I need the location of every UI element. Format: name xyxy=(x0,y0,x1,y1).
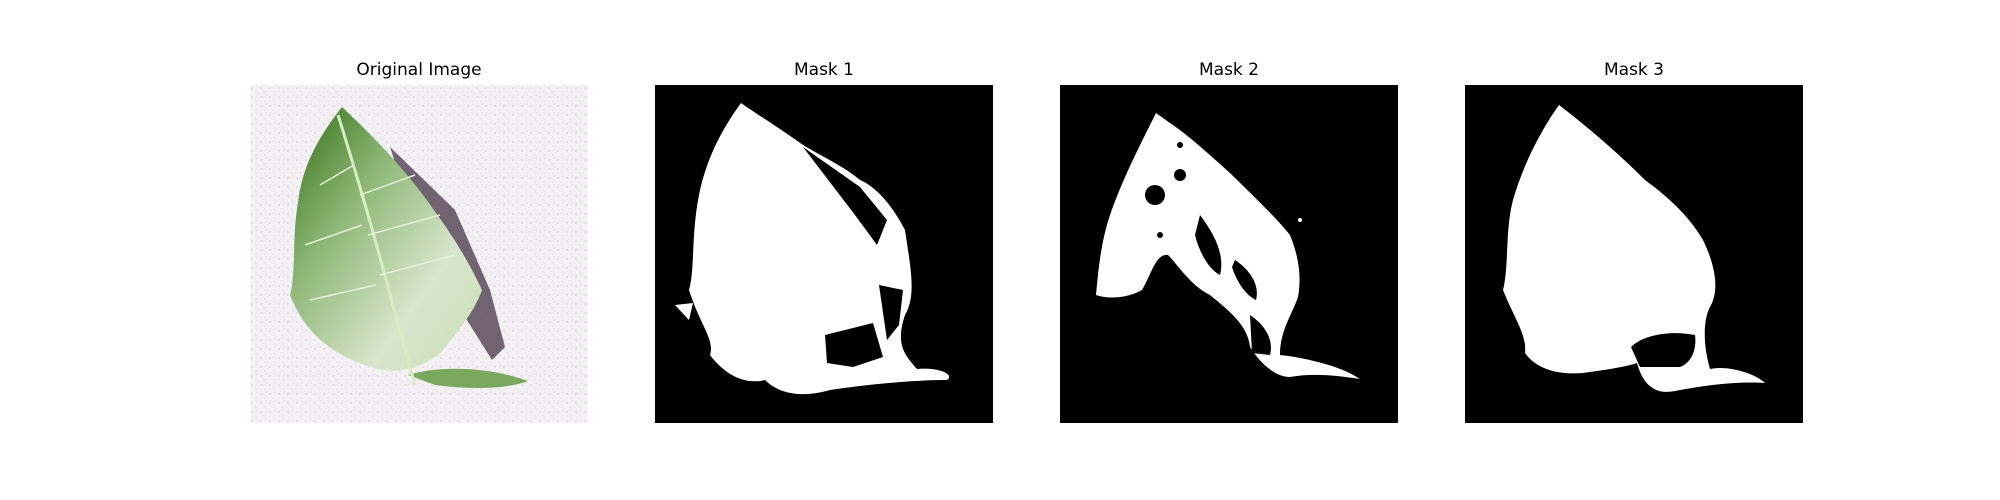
mask-2-title: Mask 2 xyxy=(1198,60,1259,80)
mask-3-image xyxy=(1465,85,1803,423)
mask-3-title: Mask 3 xyxy=(1603,60,1664,80)
mask-1-title: Mask 1 xyxy=(793,60,854,80)
original-image-title: Original Image xyxy=(356,60,482,80)
mask-2-image xyxy=(1060,85,1398,423)
mask-1-image xyxy=(655,85,993,423)
original-leaf-image xyxy=(250,85,588,423)
